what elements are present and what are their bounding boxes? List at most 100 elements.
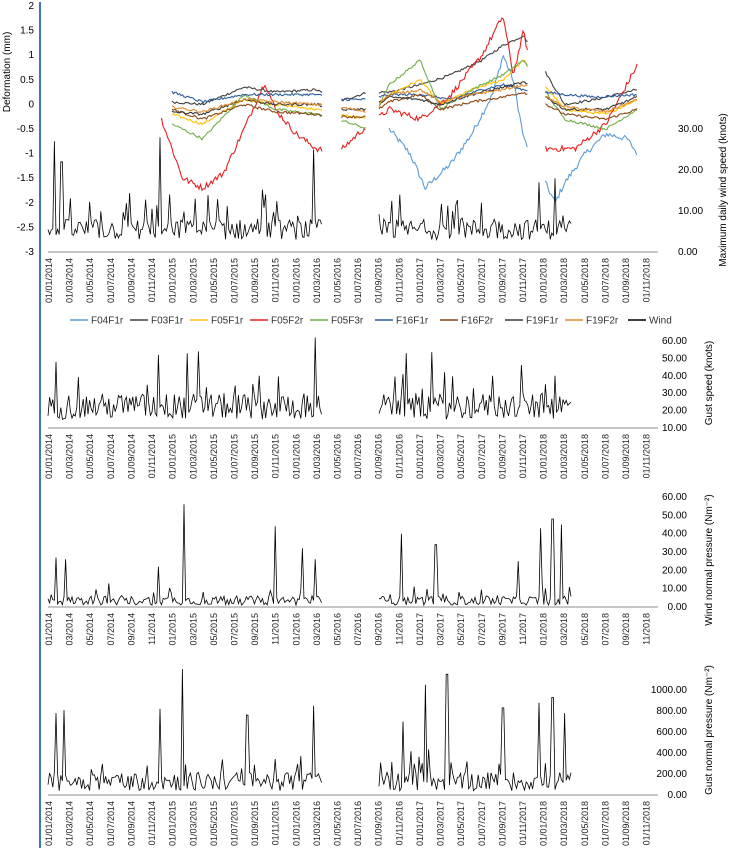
x-tick-label: 01/05/2014	[85, 801, 95, 846]
deformation-panel: 2 1.5 1 0.5 0 -0.5 -1 -1.5 -2 -2.5 -3 30.00 20.00 10…	[2, 1, 729, 327]
gust-speed-axis-label: Gust speed (knots)	[704, 341, 715, 425]
x-tick-label: 01/2016	[291, 613, 301, 646]
y-tick-label: 2	[28, 1, 34, 12]
legend-label: F03F1r	[151, 316, 184, 327]
x-tick-label: 01/2015	[168, 613, 178, 646]
wind-speed-y-ticks: 30.00 20.00 10.00 0.00	[678, 124, 703, 258]
x-tick-label: 11/2015	[271, 613, 281, 645]
x-tick-label: 01/2018	[539, 613, 549, 646]
series-gust-pressure	[378, 673, 572, 793]
series-f05f2r	[160, 17, 638, 192]
gust-pressure-y-ticks: 1000.00 800.00 600.00 400.00 200.00 0.00	[651, 685, 688, 801]
x-tick-label: 01/09/2016	[374, 258, 384, 303]
x-tick-label: 07/2017	[477, 613, 487, 646]
y-tick-label: -3	[25, 247, 34, 258]
legend-label: F16F2r	[461, 316, 494, 327]
y-tick-label: -0.5	[17, 124, 35, 135]
x-tick-label: 01/03/2017	[436, 434, 446, 479]
x-tick-label: 07/2018	[600, 613, 610, 646]
legend-label: F19F2r	[586, 316, 619, 327]
gust-pressure-axis-label: Gust normal pressure (Nm⁻²)	[704, 665, 715, 795]
x-tick-label: 01/07/2015	[229, 434, 239, 479]
x-tick-label: 07/2014	[106, 613, 116, 646]
y-tick-label: 20.00	[662, 406, 687, 417]
x-tick-label: 01/03/2014	[65, 258, 75, 303]
y-tick-label: 10.00	[662, 584, 687, 595]
x-tick-label: 01/03/2015	[188, 434, 198, 479]
wind-pressure-axis-label: Wind normal pressure (Nm⁻²)	[704, 494, 715, 625]
x-tick-label: 01/03/2014	[65, 434, 75, 479]
y-tick-label: 0.00	[668, 790, 688, 801]
x-tick-label: 01/11/2015	[271, 258, 281, 302]
x-tick-label: 11/2017	[518, 613, 528, 645]
x-tick-label: 01/05/2018	[580, 258, 590, 303]
x-tick-label: 01/11/2016	[394, 258, 404, 302]
x-tick-label: 01/05/2014	[85, 258, 95, 303]
y-tick-label: 0.5	[20, 75, 34, 86]
y-tick-label: 50.00	[662, 353, 687, 364]
x-tick-label: 01/11/2015	[271, 434, 281, 478]
series-f03f1r	[171, 35, 638, 106]
x-tick-label: 01/03/2016	[312, 258, 322, 303]
x-tick-label: 01/2017	[415, 613, 425, 646]
panel1-x-tick-labels: 01/01/2014 01/03/2014 01/05/2014 01/07/2014…	[44, 258, 652, 303]
wind-pressure-y-ticks: 60.00 50.00 40.00 30.00 20.00 10.00 0.00	[662, 492, 687, 613]
y-tick-label: 600.00	[656, 727, 687, 738]
x-tick-label: 01/09/2014	[126, 258, 136, 303]
x-tick-label: 01/01/2016	[291, 434, 301, 479]
x-tick-label: 01/09/2014	[126, 801, 136, 846]
x-tick-label: 01/01/2018	[539, 801, 549, 846]
legend-label: F16F1r	[396, 316, 429, 327]
y-tick-label: -2.5	[17, 222, 35, 233]
x-tick-label: 03/2016	[312, 613, 322, 646]
x-tick-label: 01/09/2017	[497, 801, 507, 846]
x-tick-label: 01/01/2015	[168, 434, 178, 479]
wind-pressure-series	[47, 504, 658, 608]
x-tick-label: 01/11/2016	[394, 801, 404, 845]
series-f16f2r	[171, 91, 638, 121]
x-tick-label: 01/05/2018	[580, 434, 590, 479]
x-tick-label: 01/01/2016	[291, 801, 301, 846]
y-tick-label: 400.00	[656, 748, 687, 759]
x-tick-label: 01/11/2015	[271, 801, 281, 845]
x-tick-label: 01/03/2015	[188, 258, 198, 303]
x-tick-label: 01/11/2018	[642, 801, 652, 845]
x-tick-label: 01/11/2016	[394, 434, 404, 478]
gust-pressure-panel: 1000.00 800.00 600.00 400.00 200.00 0.00 01/0…	[44, 665, 715, 846]
x-tick-label: 01/05/2014	[85, 434, 95, 479]
series-wind-pressure	[47, 504, 322, 607]
x-tick-label: 01/03/2016	[312, 434, 322, 479]
y2-tick-label: 30.00	[678, 124, 703, 135]
y-tick-label: -2	[25, 198, 34, 209]
x-tick-label: 01/05/2016	[333, 258, 343, 303]
x-tick-label: 01/01/2018	[539, 258, 549, 303]
x-tick-label: 01/09/2018	[621, 258, 631, 303]
panel3-x-tick-labels: 01/2014 03/2014 05/2014 07/2014 09/2014 11/20…	[44, 613, 652, 646]
y-tick-label: -1	[25, 149, 34, 160]
x-tick-label: 01/07/2016	[353, 801, 363, 846]
x-tick-label: 01/09/2017	[497, 434, 507, 479]
x-tick-label: 09/2014	[126, 613, 136, 646]
series-f05f3r	[171, 59, 638, 141]
x-tick-label: 01/05/2015	[209, 434, 219, 479]
x-tick-label: 01/11/2018	[642, 258, 652, 302]
x-tick-label: 01/11/2017	[518, 434, 528, 478]
series-wind	[378, 178, 572, 242]
x-tick-label: 05/2018	[580, 613, 590, 646]
x-tick-label: 01/09/2017	[497, 258, 507, 303]
x-tick-label: 05/2015	[209, 613, 219, 646]
series-f19f2r	[171, 83, 638, 114]
x-tick-label: 11/2018	[642, 613, 652, 645]
x-tick-label: 01/09/2015	[250, 801, 260, 846]
x-tick-label: 01/05/2015	[209, 258, 219, 303]
x-tick-label: 05/2014	[85, 613, 95, 646]
x-tick-label: 01/01/2017	[415, 801, 425, 846]
series-wind-pressure	[379, 518, 572, 607]
y-tick-label: 10.00	[662, 423, 687, 434]
x-tick-label: 01/05/2016	[333, 801, 343, 846]
series-gust-speed	[378, 352, 572, 420]
x-tick-label: 01/07/2018	[600, 801, 610, 846]
legend-label: F05F2r	[271, 316, 304, 327]
series-f04f1r	[388, 54, 638, 203]
x-tick-label: 01/09/2016	[374, 801, 384, 846]
